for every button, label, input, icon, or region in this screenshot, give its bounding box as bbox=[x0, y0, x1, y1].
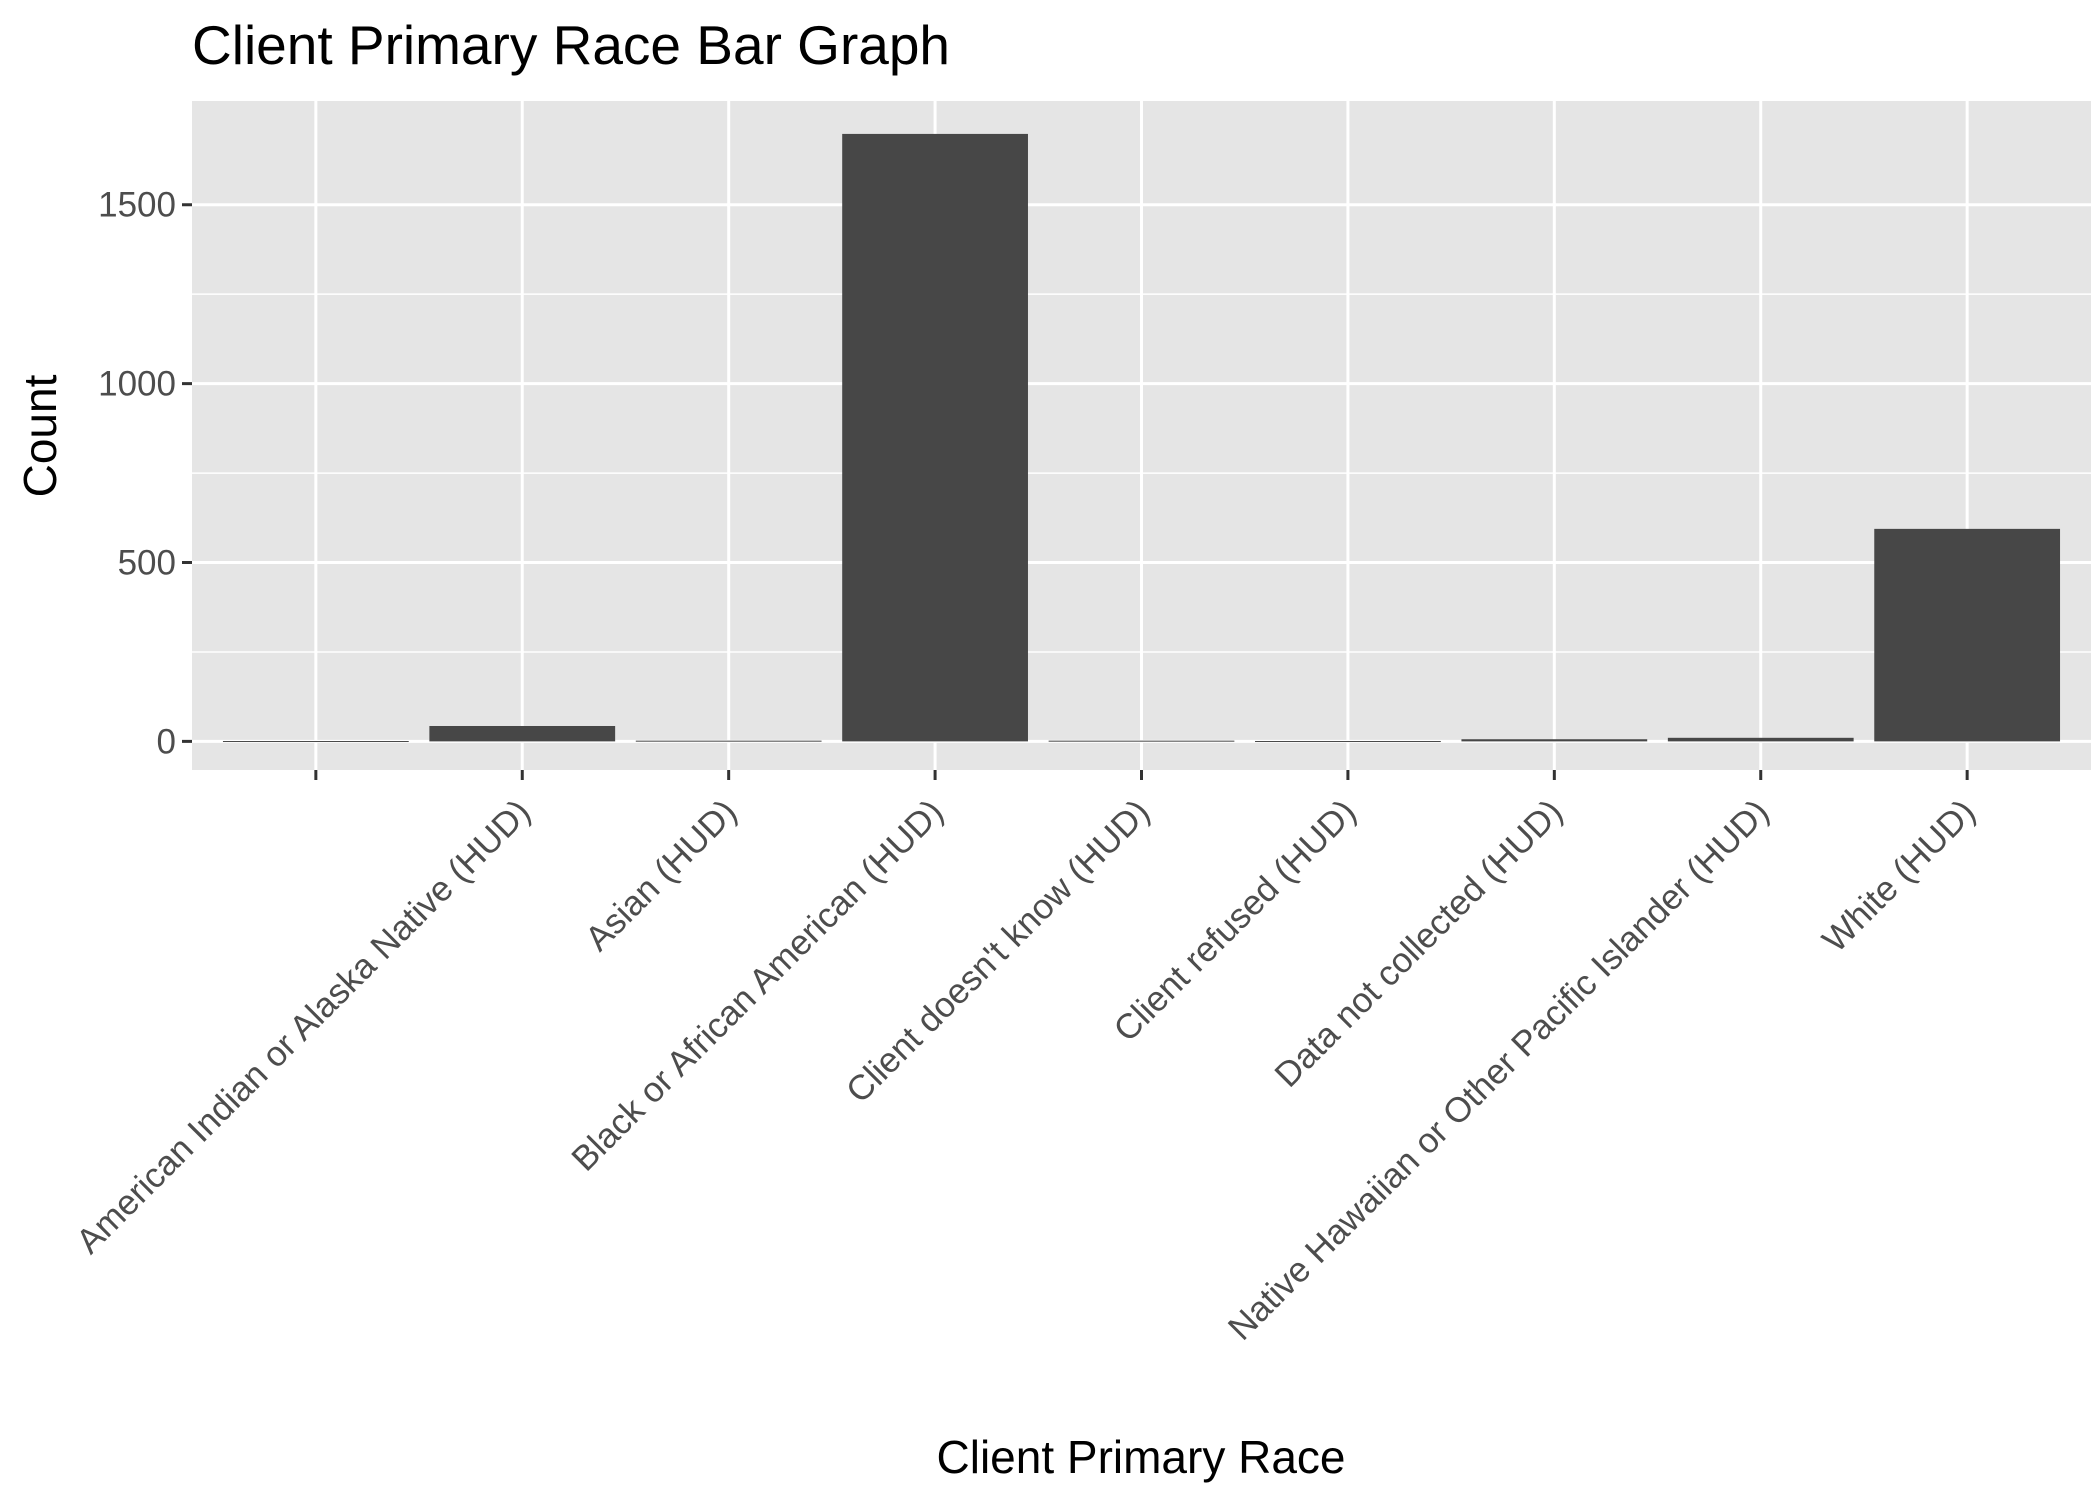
y-tick-label: 1000 bbox=[98, 365, 176, 404]
bar bbox=[635, 740, 822, 742]
bars bbox=[222, 133, 2061, 743]
x-tick-label: Asian (HUD) bbox=[578, 792, 744, 958]
x-axis-title: Client Primary Race bbox=[937, 1431, 1346, 1483]
x-tick-label: Black or African American (HUD) bbox=[564, 792, 951, 1179]
chart-title: Client Primary Race Bar Graph bbox=[192, 14, 950, 76]
x-axis: American Indian or Alaska Native (HUD) As… bbox=[69, 770, 1983, 1348]
y-tick-label: 0 bbox=[157, 722, 176, 761]
bar bbox=[1461, 739, 1648, 742]
bar bbox=[1874, 528, 2061, 742]
y-axis-title: Count bbox=[14, 374, 66, 497]
bar bbox=[1255, 741, 1441, 743]
x-tick-label: White (HUD) bbox=[1815, 792, 1983, 960]
y-tick-label: 500 bbox=[118, 544, 176, 583]
x-tick-label: American Indian or Alaska Native (HUD) bbox=[69, 792, 538, 1261]
bar bbox=[1667, 737, 1854, 742]
bar bbox=[429, 725, 616, 742]
y-tick-label: 1500 bbox=[98, 186, 176, 225]
bar bbox=[842, 133, 1028, 742]
y-axis: 0 500 1000 1500 bbox=[98, 186, 192, 761]
bar bbox=[222, 741, 409, 743]
bar bbox=[1048, 740, 1235, 742]
